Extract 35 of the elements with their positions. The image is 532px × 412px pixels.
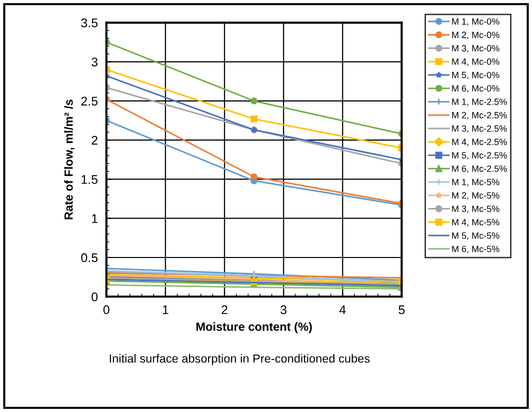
y-axis-title: Rate of Flow, ml/m² /s bbox=[64, 100, 75, 220]
x-tick-label: 2 bbox=[222, 305, 228, 314]
legend-label: M 4, Mc-5% bbox=[452, 219, 500, 226]
legend-label: M 4, Mc-0% bbox=[452, 58, 500, 66]
y-tick-label: 3 bbox=[92, 58, 98, 66]
legend-label: M 3, Mc-0% bbox=[452, 45, 500, 53]
x-tick-label: 4 bbox=[339, 305, 346, 314]
y-tick-label: 3.5 bbox=[81, 18, 98, 28]
legend-label: M 5, Mc-0% bbox=[452, 72, 500, 80]
legend-label: M 1, Mc-5% bbox=[452, 178, 500, 186]
legend-label: M 2, Mc-0% bbox=[452, 32, 500, 40]
legend-label: M 1, Mc-0% bbox=[452, 18, 500, 26]
legend-label: M 5, Mc-2.5% bbox=[452, 152, 507, 160]
x-tick-label: 1 bbox=[162, 305, 168, 314]
legend-label: M 2, Mc-5% bbox=[452, 192, 500, 200]
y-tick-label: 0 bbox=[92, 292, 98, 302]
y-tick-label: 0.5 bbox=[81, 253, 98, 262]
y-tick-label: 2 bbox=[92, 136, 98, 145]
legend-label: M 1, Mc-2.5% bbox=[452, 98, 507, 106]
legend-label: M 3, Mc-5% bbox=[452, 206, 500, 214]
x-tick-label: 5 bbox=[398, 305, 405, 314]
y-tick-label: 1.5 bbox=[82, 175, 98, 184]
legend-label: M 3, Mc-2.5% bbox=[452, 125, 507, 133]
legend-label: M 6, Mc-5% bbox=[452, 246, 500, 254]
legend-label: M 4, Mc-2.5% bbox=[452, 138, 507, 146]
legend-label: M 2, Mc-2.5% bbox=[452, 112, 507, 120]
x-axis-title: Moisture content (%) bbox=[196, 322, 312, 334]
y-tick-label: 2.5 bbox=[81, 96, 98, 106]
legend-label: M 6, Mc-2.5% bbox=[452, 165, 507, 173]
legend-label: M 6, Mc-0% bbox=[452, 85, 500, 93]
legend-label: M 5, Mc-5% bbox=[452, 232, 500, 240]
y-tick-label: 1 bbox=[92, 214, 98, 223]
x-tick-label: 0 bbox=[103, 305, 110, 314]
x-tick-label: 3 bbox=[280, 305, 286, 314]
text: Initial surface absorption in Pre-conditioned cubes bbox=[110, 354, 370, 366]
